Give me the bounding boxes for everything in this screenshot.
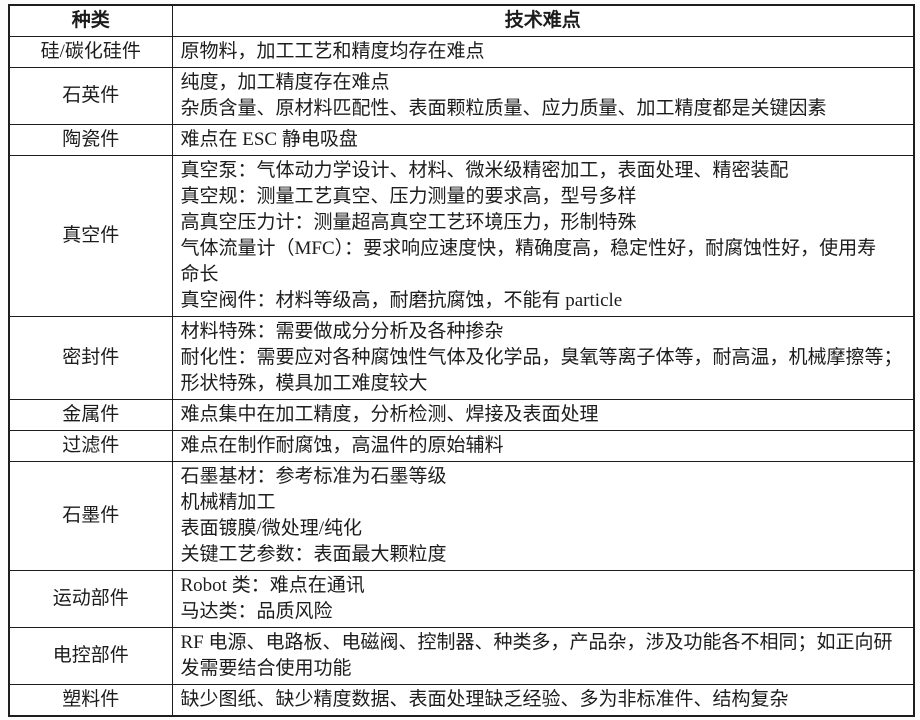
table-row: 石墨件 石墨基材：参考标准为石墨等级 机械精加工表面镀膜/微处理/纯化关键工艺参数…: [8, 461, 915, 571]
difficulty-line: 发需要结合使用功能: [180, 658, 352, 679]
difficulty-cell: 材料特殊：需要做成分分析及各种掺杂耐化性：需要应对各种腐蚀性气体及化学品，臭氧等…: [171, 316, 915, 400]
type-cell: 真空件: [8, 155, 173, 317]
difficulty-line: RF 电源、电路板、电磁阀、控制器、种类多，产品杂，涉及功能各不相同；如正向研: [180, 632, 893, 653]
type-cell: 硅/碳化硅件: [8, 36, 173, 68]
column-header-difficulty: 技术难点: [171, 4, 915, 37]
difficulty-line: 难点集中在加工精度，分析检测、焊接及表面处理: [180, 404, 599, 425]
tech-difficulty-table: 种类 技术难点 硅/碳化硅件 原物料，加工工艺和精度均存在难点 石英件 纯度，加…: [8, 4, 915, 717]
type-cell: 过滤件: [8, 430, 173, 462]
difficulty-line: Robot 类：难点在通讯: [180, 575, 365, 596]
table-row: 陶瓷件 难点在 ESC 静电吸盘: [8, 124, 915, 156]
table-row: 过滤件 难点在制作耐腐蚀，高温件的原始辅料: [8, 430, 915, 462]
type-cell: 石英件: [8, 67, 173, 125]
difficulty-line: 马达类：品质风险: [180, 601, 333, 622]
difficulty-line: 真空泵：气体动力学设计、材料、微米级精密加工，表面处理、精密装配: [180, 160, 789, 181]
table-row: 运动部件 Robot 类：难点在通讯 马达类：品质风险: [8, 570, 915, 628]
type-cell: 运动部件: [8, 570, 173, 628]
difficulty-line: 耐化性：需要应对各种腐蚀性气体及化学品，臭氧等离子体等，耐高温，机械摩擦等；: [180, 347, 903, 368]
difficulty-cell: RF 电源、电路板、电磁阀、控制器、种类多，产品杂，涉及功能各不相同；如正向研发…: [171, 627, 915, 685]
difficulty-line: 机械精加工: [180, 492, 276, 513]
difficulty-line: 难点在 ESC 静电吸盘: [180, 129, 358, 150]
type-cell: 塑料件: [8, 684, 173, 717]
difficulty-line: 关键工艺参数：表面最大颗粒度: [180, 544, 447, 565]
difficulty-line: 真空阀件：材料等级高，耐磨抗腐蚀，不能有 particle: [180, 290, 623, 311]
difficulty-cell: 纯度，加工精度存在难点杂质含量、原材料匹配性、表面颗粒质量、应力质量、加工精度都…: [171, 67, 915, 125]
difficulty-cell: 难点集中在加工精度，分析检测、焊接及表面处理: [171, 399, 915, 431]
difficulty-line: 命长: [180, 264, 219, 285]
type-cell: 密封件: [8, 316, 173, 400]
table-row: 真空件 真空泵：气体动力学设计、材料、微米级精密加工，表面处理、精密装配 真空规：…: [8, 155, 915, 317]
table-header-row: 种类 技术难点: [8, 4, 915, 37]
difficulty-line: 纯度，加工精度存在难点: [180, 72, 390, 93]
difficulty-cell: Robot 类：难点在通讯 马达类：品质风险: [171, 570, 915, 628]
difficulty-line: 石墨基材：参考标准为石墨等级: [180, 466, 447, 487]
difficulty-cell: 真空泵：气体动力学设计、材料、微米级精密加工，表面处理、精密装配 真空规：测量工艺…: [171, 155, 915, 317]
table-row: 金属件 难点集中在加工精度，分析检测、焊接及表面处理: [8, 399, 915, 431]
table-row: 电控部件 RF 电源、电路板、电磁阀、控制器、种类多，产品杂，涉及功能各不相同；…: [8, 627, 915, 685]
difficulty-cell: 石墨基材：参考标准为石墨等级 机械精加工表面镀膜/微处理/纯化关键工艺参数：表面最…: [171, 461, 915, 571]
difficulty-cell: 难点在 ESC 静电吸盘: [171, 124, 915, 156]
table-row: 石英件 纯度，加工精度存在难点杂质含量、原材料匹配性、表面颗粒质量、应力质量、加…: [8, 67, 915, 125]
difficulty-line: 缺少图纸、缺少精度数据、表面处理缺乏经验、多为非标准件、结构复杂: [180, 689, 789, 710]
type-cell: 陶瓷件: [8, 124, 173, 156]
difficulty-line: 材料特殊：需要做成分分析及各种掺杂: [180, 321, 504, 342]
column-header-type: 种类: [8, 4, 173, 37]
table-row: 塑料件 缺少图纸、缺少精度数据、表面处理缺乏经验、多为非标准件、结构复杂: [8, 684, 915, 717]
table-row: 密封件 材料特殊：需要做成分分析及各种掺杂耐化性：需要应对各种腐蚀性气体及化学品…: [8, 316, 915, 400]
difficulty-line: 表面镀膜/微处理/纯化: [180, 518, 363, 539]
difficulty-cell: 难点在制作耐腐蚀，高温件的原始辅料: [171, 430, 915, 462]
type-cell: 电控部件: [8, 627, 173, 685]
type-cell: 石墨件: [8, 461, 173, 571]
table-body: 硅/碳化硅件 原物料，加工工艺和精度均存在难点 石英件 纯度，加工精度存在难点杂…: [8, 36, 915, 717]
difficulty-line: 真空规：测量工艺真空、压力测量的要求高，型号多样: [180, 186, 637, 207]
difficulty-line: 形状特殊，模具加工难度较大: [180, 373, 428, 394]
table-row: 硅/碳化硅件 原物料，加工工艺和精度均存在难点: [8, 36, 915, 68]
difficulty-cell: 原物料，加工工艺和精度均存在难点: [171, 36, 915, 68]
type-cell: 金属件: [8, 399, 173, 431]
difficulty-line: 气体流量计（MFC）：要求响应速度快，精确度高，稳定性好，耐腐蚀性好，使用寿: [180, 238, 877, 259]
difficulty-cell: 缺少图纸、缺少精度数据、表面处理缺乏经验、多为非标准件、结构复杂: [171, 684, 915, 717]
difficulty-line: 原物料，加工工艺和精度均存在难点: [180, 41, 485, 62]
difficulty-line: 难点在制作耐腐蚀，高温件的原始辅料: [180, 435, 504, 456]
difficulty-line: 高真空压力计：测量超高真空工艺环境压力，形制特殊: [180, 212, 637, 233]
difficulty-line: 杂质含量、原材料匹配性、表面颗粒质量、应力质量、加工精度都是关键因素: [180, 98, 827, 119]
